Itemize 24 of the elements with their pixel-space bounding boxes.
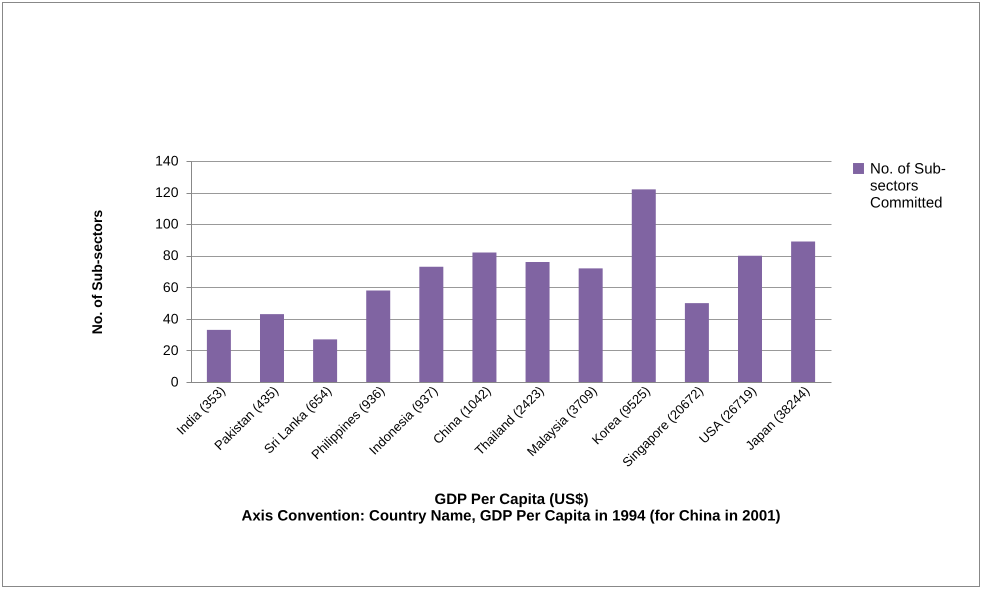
bar — [684, 303, 709, 382]
bar — [366, 290, 390, 382]
y-tick-label: 120 — [155, 184, 179, 200]
bar — [526, 262, 550, 382]
y-tick-label: 140 — [155, 152, 179, 168]
text: Axis Convention: Country Name, GDP Per Capita in 1994 (for China in 2001) — [241, 507, 781, 524]
y-axis-title: No. of Sub-sectors — [89, 210, 106, 334]
bar — [472, 252, 496, 382]
bar — [738, 256, 762, 382]
bar — [313, 339, 338, 382]
bar — [632, 189, 656, 382]
bar — [206, 330, 231, 382]
y-tick-label: 100 — [155, 216, 179, 232]
y-tick-label: 40 — [162, 310, 179, 326]
x-axis-title: GDP Per Capita (US$) — [434, 490, 588, 508]
y-tick-label: 0 — [170, 374, 179, 390]
bar — [791, 242, 816, 382]
legend-label: No. of Sub-sectors Committed — [870, 160, 946, 212]
bar — [578, 268, 603, 382]
bar — [260, 314, 284, 382]
bar — [419, 266, 444, 382]
y-tick-label: 80 — [162, 247, 179, 264]
y-tick-label: 60 — [162, 278, 179, 295]
y-tick-label: 20 — [162, 342, 179, 358]
